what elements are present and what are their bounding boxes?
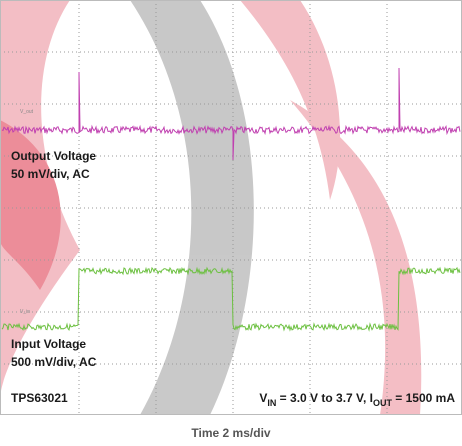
input-waveform xyxy=(1,266,461,332)
input-label: Input Voltage xyxy=(11,337,86,351)
text: V xyxy=(259,391,267,405)
grid xyxy=(0,0,462,415)
output-scale: 50 mV/div, AC xyxy=(11,167,90,181)
subscript: IN xyxy=(267,398,276,408)
input-scale: 500 mV/div, AC xyxy=(11,355,97,369)
text: = 3.0 V to 3.7 V, I xyxy=(276,391,373,405)
text: = 1500 mA xyxy=(392,391,455,405)
conditions: VIN = 3.0 V to 3.7 V, IOUT = 1500 mA xyxy=(259,391,455,408)
time-scale: Time 2 ms/div xyxy=(191,426,270,440)
channel-tag: V_in xyxy=(20,309,30,315)
watermark xyxy=(0,0,422,415)
subscript: OUT xyxy=(373,398,393,408)
waveforms xyxy=(1,67,461,332)
channel-tag: V_out xyxy=(20,109,34,115)
output-waveform xyxy=(1,67,461,161)
output-label: Output Voltage xyxy=(11,149,96,163)
device-name: TPS63021 xyxy=(11,391,68,405)
